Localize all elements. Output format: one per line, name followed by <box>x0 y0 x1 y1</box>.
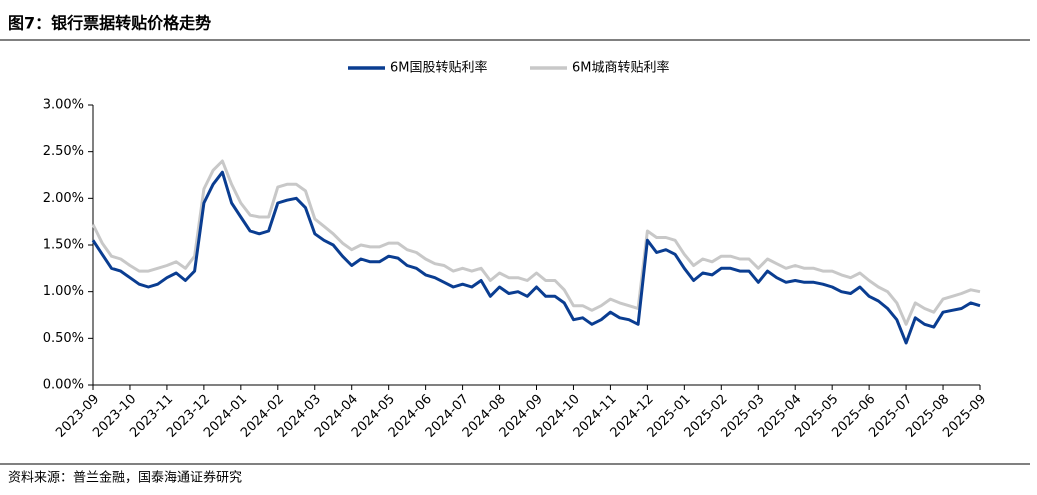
y-tick-label: 3.00% <box>43 98 84 113</box>
legend-label: 6M国股转贴利率 <box>390 60 488 76</box>
y-tick-label: 0.50% <box>43 331 84 346</box>
source-note: 资料来源：普兰金融，国泰海通证券研究 <box>8 470 242 486</box>
series-line <box>91 170 981 345</box>
y-tick-label: 2.00% <box>43 191 84 206</box>
y-tick-label: 0.00% <box>43 378 84 393</box>
series-line <box>91 159 981 326</box>
legend-label: 6M城商转贴利率 <box>572 60 670 76</box>
y-tick-label: 2.50% <box>43 144 84 159</box>
y-tick-label: 1.50% <box>43 238 84 253</box>
y-tick-label: 1.00% <box>43 284 84 299</box>
chart-title: 图7：银行票据转贴价格走势 <box>8 14 211 33</box>
